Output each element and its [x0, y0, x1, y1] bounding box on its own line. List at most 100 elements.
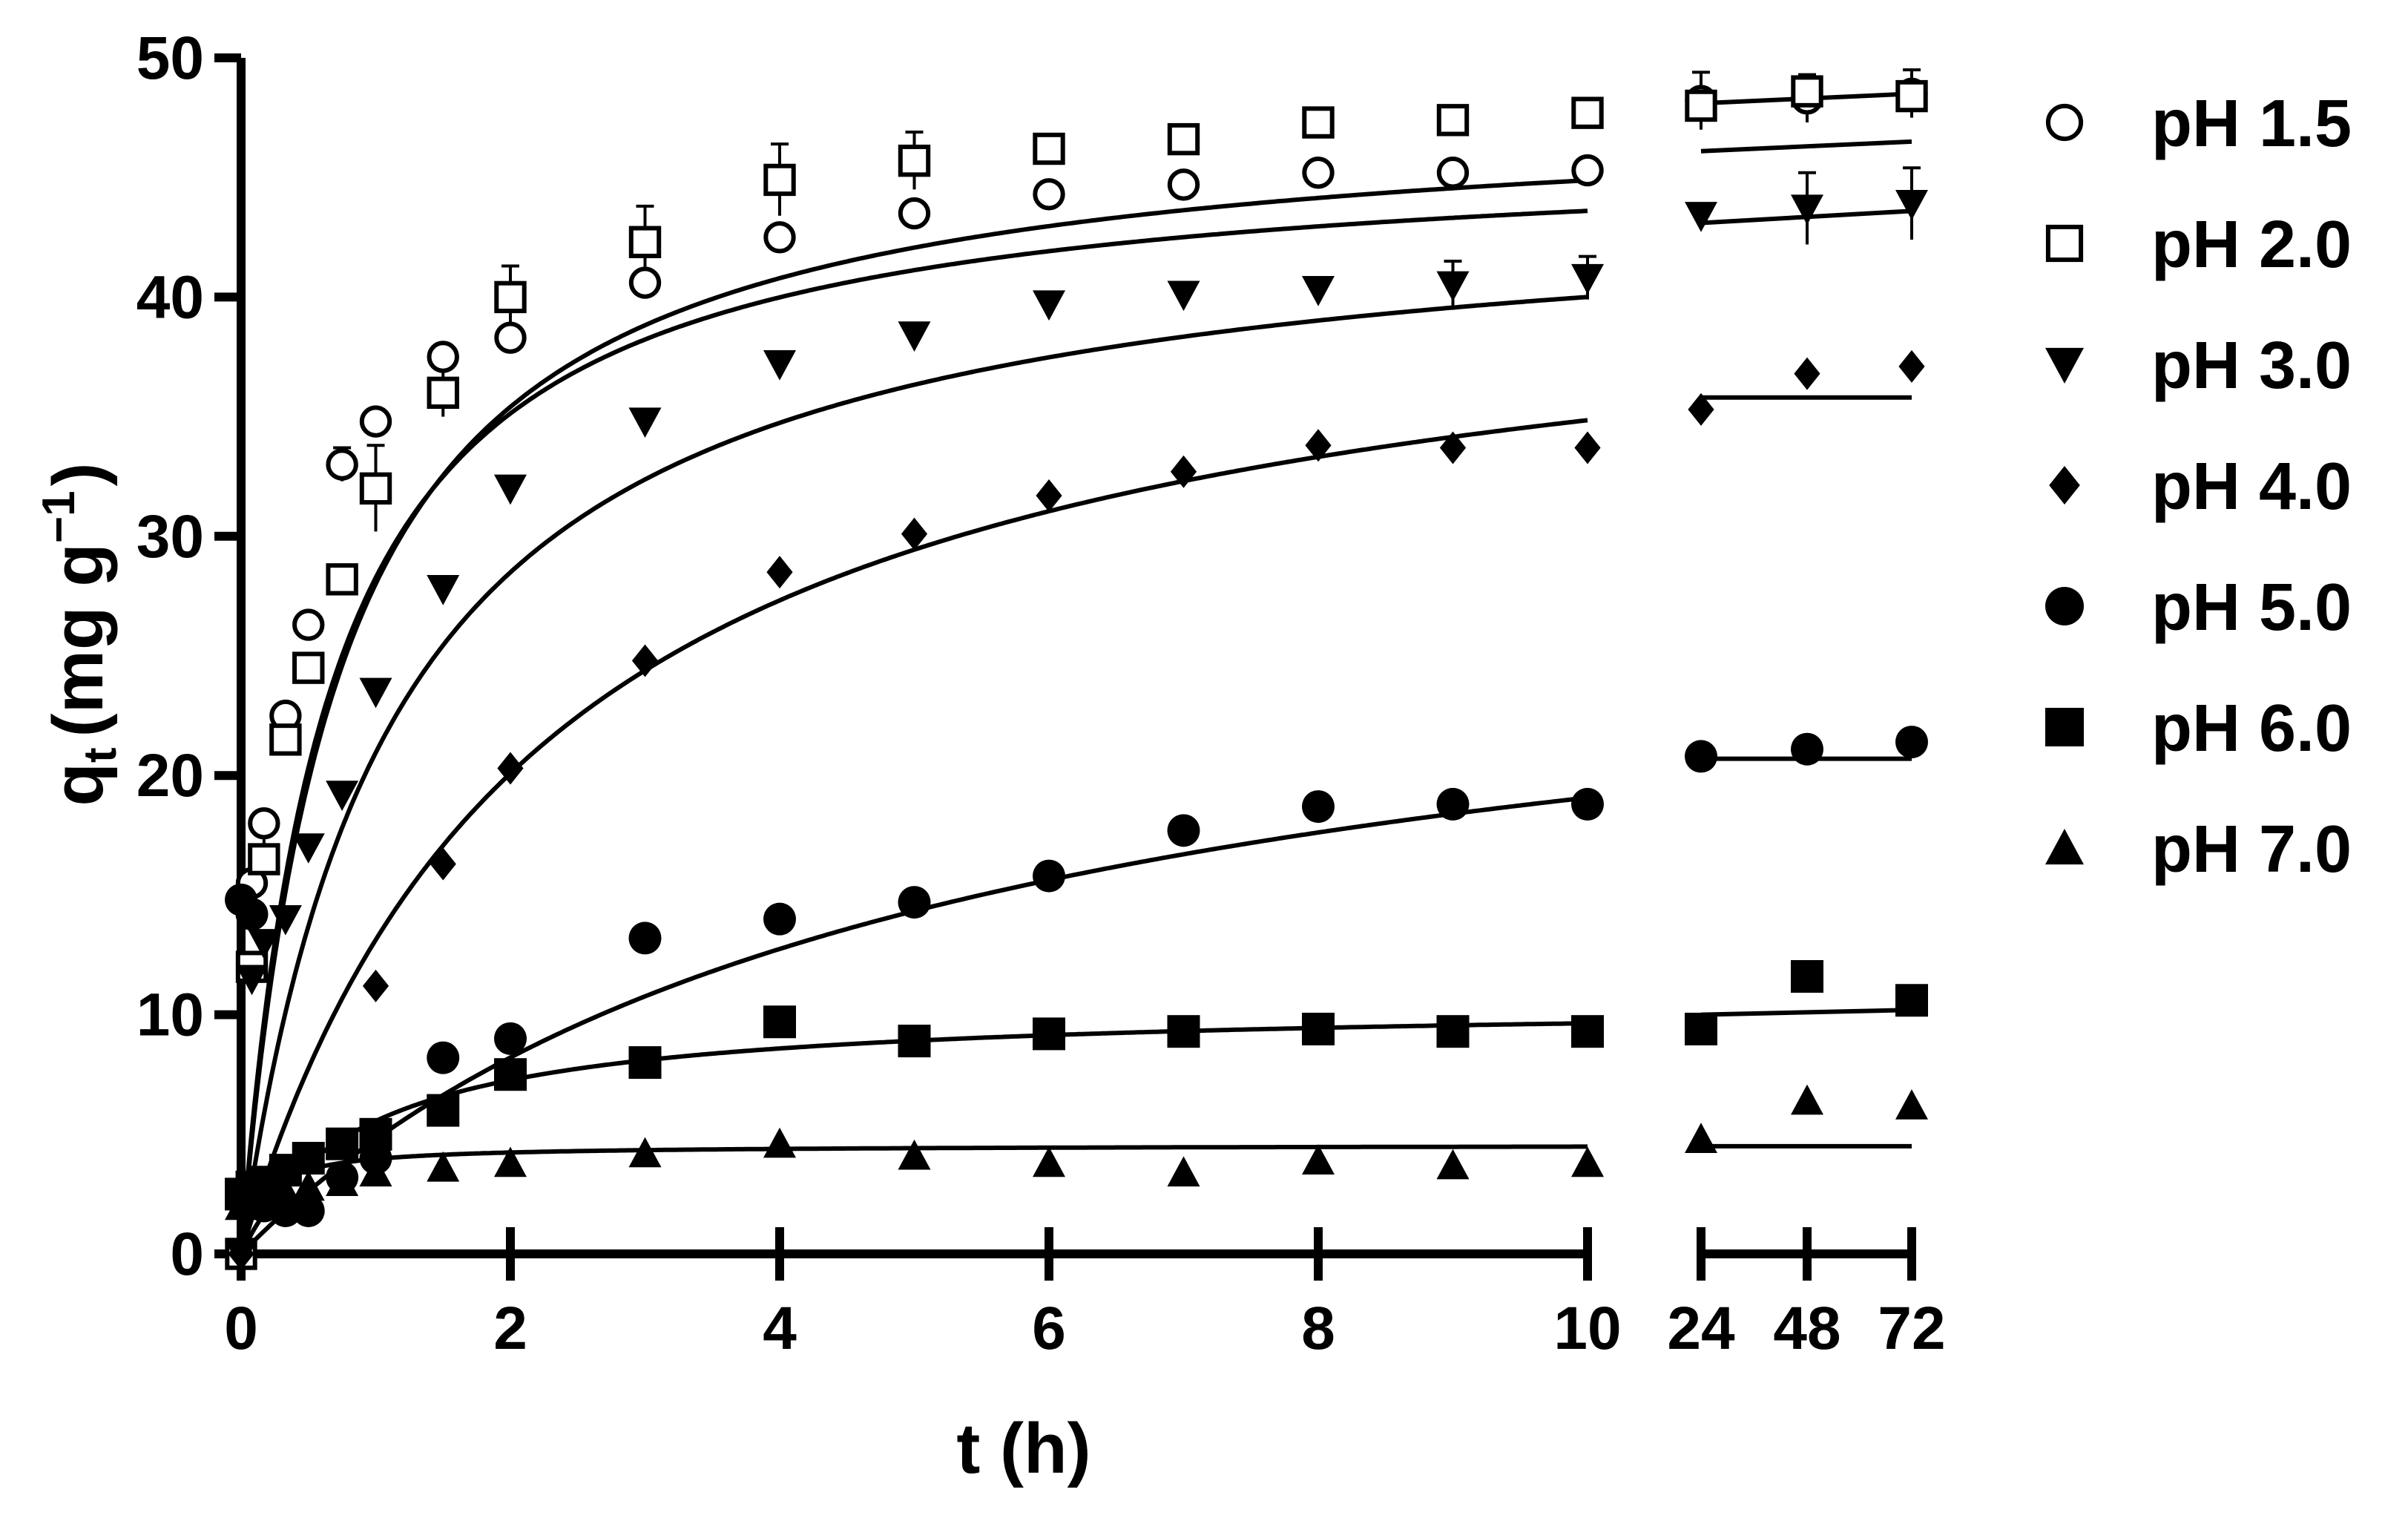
legend-marker-ph-5.0: [2045, 587, 2084, 625]
point-ph-7.0-7: [427, 1151, 460, 1182]
legend-label-ph-6.0: pH 6.0: [2151, 691, 2352, 766]
point-ph-4.0-3: [497, 752, 524, 785]
y-tick-label-0: 0: [170, 1221, 204, 1288]
point-ph-4.0-12: [1688, 392, 1714, 426]
x-tick-label-8: 8: [1301, 1295, 1335, 1362]
point-ph-1.5-13: [1167, 168, 1200, 201]
point-ph-1.5-10: [763, 221, 796, 254]
x-tick-label-72: 72: [1878, 1295, 1945, 1362]
x-tick-label-6: 6: [1032, 1295, 1066, 1362]
point-ph-2.0-11: [898, 144, 931, 177]
point-ph-2.0-13: [1167, 122, 1200, 156]
point-ph-2.0-18: [1791, 75, 1823, 108]
point-ph-6.0-15: [1436, 1015, 1470, 1048]
point-ph-1.5-14: [1302, 157, 1335, 189]
point-ph-7.0-13: [1167, 1156, 1200, 1187]
x-tick-label-2: 2: [493, 1295, 527, 1362]
legend-label-ph-3.0: pH 3.0: [2151, 329, 2352, 403]
point-ph-6.0-12: [1033, 1017, 1065, 1051]
point-ph-3.0-8: [494, 474, 527, 505]
point-ph-7.0-17: [1685, 1123, 1717, 1153]
point-ph-1.5-6: [359, 405, 392, 438]
point-ph-1.5-2: [248, 807, 280, 840]
point-ph-5.0-12: [1033, 859, 1065, 893]
point-ph-3.0-4: [292, 833, 325, 864]
point-ph-2.0-2: [248, 843, 280, 876]
point-ph-2.0-5: [326, 563, 358, 596]
point-ph-4.0-6: [901, 517, 928, 551]
point-ph-7.0-8: [494, 1146, 527, 1177]
point-ph-3.0-1: [235, 965, 269, 996]
data-points: [225, 75, 1928, 1270]
point-ph-3.0-10: [763, 349, 796, 381]
y-axis-title-sub: t: [75, 747, 126, 763]
legend-label-ph-1.5: pH 1.5: [2151, 87, 2352, 161]
y-tick-label-20: 20: [136, 742, 204, 809]
point-ph-3.0-15: [1436, 271, 1470, 302]
point-ph-3.0-2: [247, 929, 280, 959]
point-ph-4.0-10: [1439, 431, 1467, 464]
point-ph-2.0-6: [359, 472, 392, 505]
point-ph-6.0-13: [1167, 1015, 1200, 1048]
point-ph-3.0-9: [628, 407, 662, 438]
legend-marker-ph-7.0: [2045, 829, 2084, 865]
point-ph-3.0-19: [1895, 189, 1928, 220]
legend-label-ph-5.0: pH 5.0: [2151, 571, 2352, 645]
y-axis-title-q: q: [39, 763, 118, 807]
legend-label-ph-2.0: pH 2.0: [2151, 208, 2352, 282]
y-axis-title-sup: −1: [33, 490, 85, 543]
point-ph-7.0-6: [359, 1156, 392, 1187]
point-ph-4.0-8: [1170, 455, 1197, 488]
point-ph-6.0-8: [494, 1058, 527, 1091]
legend-marker-ph-4.0: [2049, 466, 2080, 505]
y-tick-label-10: 10: [136, 982, 204, 1049]
legend-label-ph-4.0: pH 4.0: [2151, 450, 2352, 524]
point-ph-4.0-1: [362, 969, 389, 1002]
legend-marker-ph-2.0: [2045, 224, 2084, 263]
point-ph-2.0-4: [292, 651, 325, 684]
point-ph-1.5-11: [898, 197, 931, 230]
point-ph-3.0-7: [427, 575, 460, 605]
point-ph-2.0-3: [269, 723, 302, 756]
point-ph-7.0-19: [1895, 1089, 1928, 1120]
point-ph-5.0-13: [1167, 814, 1200, 847]
point-ph-3.0-14: [1302, 276, 1335, 306]
legend-marker-ph-1.5: [2045, 103, 2084, 142]
point-ph-4.0-13: [1794, 357, 1820, 390]
point-ph-4.0-5: [766, 556, 793, 589]
point-ph-2.0-9: [628, 226, 662, 258]
point-ph-2.0-7: [427, 376, 459, 410]
point-ph-6.0-7: [427, 1094, 460, 1127]
legend-label-ph-7.0: pH 7.0: [2151, 812, 2352, 887]
point-ph-6.0-14: [1302, 1012, 1335, 1045]
break-fit-ph-6.0: [1700, 1008, 1912, 1017]
point-ph-2.0-10: [763, 163, 796, 197]
fit-curves: [239, 91, 1912, 1256]
point-ph-5.0-16: [1571, 787, 1604, 821]
point-ph-7.0-10: [763, 1127, 796, 1158]
point-ph-3.0-12: [1033, 290, 1065, 321]
legend: pH 1.5 pH 2.0 pH 3.0 pH 4.0 pH 5.0 pH 6.0 pH 7…: [2045, 87, 2352, 887]
legend-marker-ph-3.0: [2045, 347, 2084, 384]
point-ph-5.0-17: [1685, 740, 1717, 773]
x-tick-label-48: 48: [1773, 1295, 1840, 1362]
point-ph-3.0-13: [1167, 280, 1200, 312]
point-ph-3.0-5: [326, 781, 359, 811]
point-ph-5.0-11: [898, 886, 931, 919]
point-ph-5.0-10: [763, 902, 796, 936]
point-ph-6.0-5: [326, 1127, 359, 1160]
point-ph-4.0-4: [631, 644, 659, 677]
point-ph-5.0-7: [427, 1041, 460, 1074]
point-ph-2.0-15: [1436, 104, 1470, 137]
point-ph-6.0-11: [898, 1025, 931, 1058]
legend-marker-ph-6.0: [2045, 708, 2084, 746]
x-tick-label-10: 10: [1553, 1295, 1621, 1362]
point-ph-3.0-18: [1791, 194, 1823, 226]
point-ph-6.0-18: [1791, 960, 1823, 993]
point-ph-5.0-18: [1791, 732, 1823, 766]
x-tick-label-4: 4: [763, 1295, 797, 1362]
y-tick-label-50: 50: [136, 24, 204, 92]
point-ph-5.0-9: [628, 922, 662, 955]
